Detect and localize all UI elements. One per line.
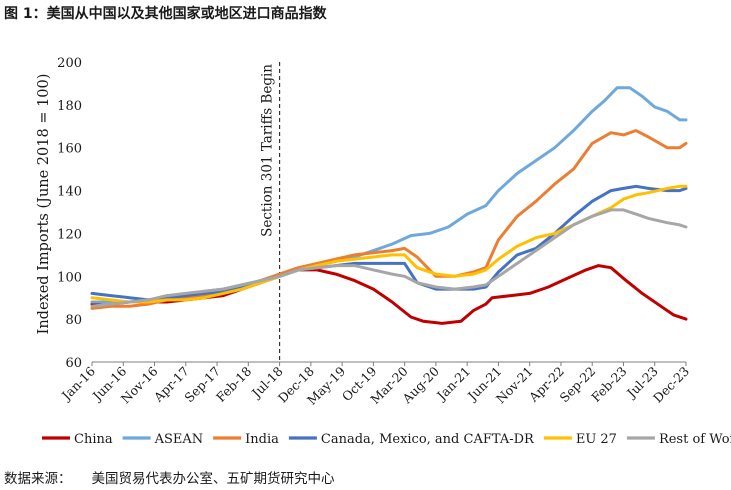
series-line-1 bbox=[90, 86, 688, 304]
y-tick-label: 120 bbox=[57, 227, 82, 242]
tariff-annotation: Section 301 Tariffs Begin bbox=[260, 62, 281, 362]
y-tick-label: 180 bbox=[57, 99, 82, 114]
legend-label-0: China bbox=[74, 432, 113, 447]
figure-title: 图 1：美国从中国以及其他国家或地区进口商品指数 bbox=[4, 6, 327, 22]
legend-label-1: ASEAN bbox=[154, 432, 204, 447]
y-tick-label: 100 bbox=[57, 270, 82, 285]
source-label: 数据来源： bbox=[4, 471, 72, 487]
y-tick-label: 140 bbox=[57, 185, 82, 200]
series-line-3 bbox=[90, 184, 688, 302]
x-tick-label: Jan-21 bbox=[433, 364, 474, 405]
series-lines bbox=[90, 86, 688, 325]
y-tick-label: 60 bbox=[65, 356, 82, 371]
x-tick-label: Feb-23 bbox=[588, 363, 629, 404]
y-axis: 60 80 100 120 140 160 180 200 bbox=[57, 56, 82, 371]
line-chart: 60 80 100 120 140 160 180 200 Jan-16Jun-16Nov-1… bbox=[36, 56, 731, 447]
legend-label-3: Canada, Mexico, and CAFTA-DR bbox=[321, 432, 535, 447]
series-line-5 bbox=[90, 208, 688, 308]
figure-source: 数据来源： 美国贸易代表办公室、五矿期货研究中心 bbox=[4, 467, 335, 487]
tariff-start-label: Section 301 Tariffs Begin bbox=[260, 64, 276, 237]
x-tick-label: Feb-18 bbox=[213, 363, 254, 404]
legend: China ASEAN India Canada, Mexico, and CAFTA… bbox=[42, 432, 731, 447]
legend-label-4: EU 27 bbox=[576, 432, 617, 447]
x-axis: Jan-16Jun-16Nov-16Apr-17Sep-17Feb-18Jul-… bbox=[57, 361, 692, 408]
y-tick-label: 80 bbox=[65, 313, 82, 328]
y-axis-label: Indexed Imports (June 2018 = 100) bbox=[36, 74, 52, 335]
legend-label-5: Rest of World bbox=[659, 432, 731, 447]
series-line-4 bbox=[90, 184, 688, 304]
legend-label-2: India bbox=[245, 432, 279, 447]
y-tick-label: 160 bbox=[57, 142, 82, 157]
source-text: 美国贸易代表办公室、五矿期货研究中心 bbox=[91, 471, 335, 487]
series-line-2 bbox=[90, 129, 688, 310]
y-tick-label: 200 bbox=[57, 56, 82, 71]
